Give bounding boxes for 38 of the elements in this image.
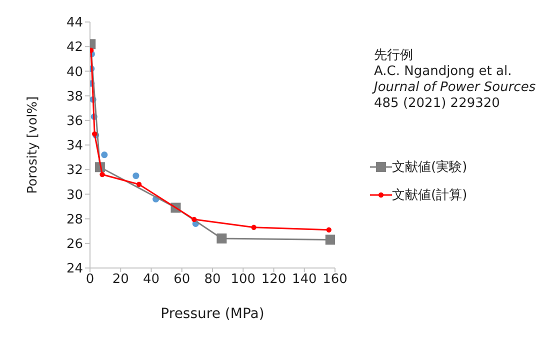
x-tick-label: 0	[86, 272, 94, 288]
x-tick-label: 40	[142, 272, 160, 288]
y-tick-label: 24	[66, 262, 83, 277]
y-tick-label: 26	[66, 237, 83, 252]
point	[132, 172, 140, 180]
text: 先行例	[374, 48, 414, 64]
x-tick-label: 80	[204, 272, 221, 288]
y-tick-label: 30	[66, 188, 83, 203]
x-axis-title: Pressure (MPa)	[160, 306, 264, 322]
point	[136, 182, 142, 187]
point	[100, 172, 105, 178]
point	[325, 234, 335, 245]
y-tick-label: 38	[66, 89, 83, 104]
y-tick-label: 44	[66, 16, 83, 31]
y-tick-label: 32	[66, 163, 83, 178]
y-axis-title: Porosity [vol%]	[26, 96, 41, 194]
y-tick-label: 28	[66, 212, 83, 228]
point	[192, 216, 197, 222]
x-tick-label: 120	[261, 272, 286, 288]
y-tick-label: 36	[66, 114, 83, 130]
x-tick-label: 140	[292, 272, 317, 288]
legend-label: 文献値(計算)	[392, 187, 468, 204]
text: 485 (2021) 229320	[374, 96, 501, 112]
y-tick-label: 34	[66, 138, 83, 154]
x-tick-label: 20	[112, 272, 129, 288]
text: A.C. Ngandjong et al.	[374, 64, 513, 80]
x-tick-label: 100	[230, 272, 256, 288]
text: Journal of Power Sources	[374, 80, 536, 96]
point	[101, 152, 108, 158]
point	[90, 48, 94, 53]
y-tick-label: 40	[66, 64, 83, 80]
y-tick-label: 42	[66, 40, 83, 56]
x-tick-label: 60	[174, 272, 190, 288]
point	[326, 227, 332, 232]
point	[251, 224, 256, 230]
legend-label: 文献値(実験)	[392, 159, 468, 176]
x-tick-label: 160	[322, 272, 348, 288]
point	[216, 233, 227, 244]
